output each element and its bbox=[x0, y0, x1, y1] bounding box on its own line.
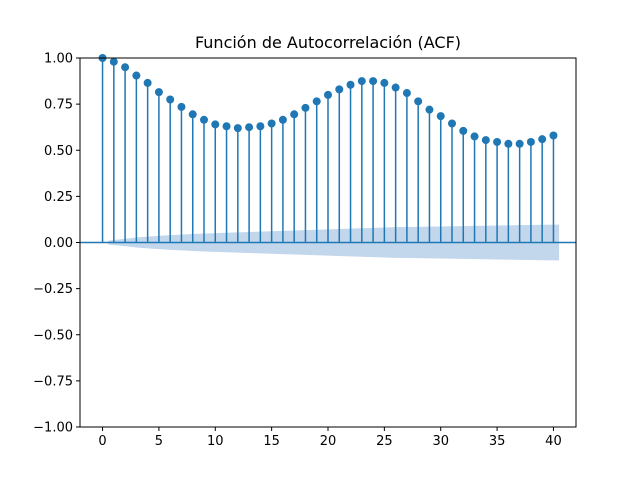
chart-title: Función de Autocorrelación (ACF) bbox=[195, 33, 461, 52]
marker-lag-37 bbox=[515, 139, 524, 148]
marker-lag-5 bbox=[154, 88, 163, 97]
marker-lag-40 bbox=[549, 131, 558, 140]
stems-layer bbox=[101, 58, 555, 243]
marker-lag-23 bbox=[357, 77, 366, 86]
y-tick-label-1: 0.75 bbox=[44, 98, 73, 113]
y-tick-label-4: 0.00 bbox=[44, 236, 73, 251]
marker-lag-34 bbox=[481, 136, 490, 145]
marker-lag-29 bbox=[425, 105, 434, 114]
y-axis: 1.00 0.75 0.50 0.25 0.00 −0.25 −0.50 −0.75 −1.00 bbox=[33, 52, 80, 436]
marker-lag-11 bbox=[222, 122, 231, 131]
marker-lag-4 bbox=[143, 78, 152, 87]
marker-lag-30 bbox=[436, 112, 445, 121]
markers-layer bbox=[98, 54, 558, 148]
y-tick-label-8: −1.00 bbox=[33, 421, 73, 436]
marker-lag-7 bbox=[177, 102, 186, 111]
marker-lag-27 bbox=[402, 89, 411, 98]
marker-lag-14 bbox=[256, 122, 265, 131]
x-tick-label-5: 5 bbox=[155, 434, 163, 449]
marker-lag-6 bbox=[166, 95, 175, 104]
x-tick-label-10: 10 bbox=[207, 434, 224, 449]
x-tick-label-20: 20 bbox=[320, 434, 337, 449]
marker-lag-19 bbox=[312, 97, 321, 106]
marker-lag-21 bbox=[335, 85, 344, 94]
marker-lag-10 bbox=[211, 120, 220, 129]
marker-lag-24 bbox=[369, 77, 378, 86]
y-tick-label-0: 1.00 bbox=[44, 52, 73, 67]
x-tick-label-0: 0 bbox=[98, 434, 106, 449]
marker-lag-39 bbox=[538, 135, 547, 144]
marker-lag-13 bbox=[245, 123, 254, 132]
y-tick-label-3: 0.25 bbox=[44, 190, 73, 205]
marker-lag-35 bbox=[493, 137, 502, 146]
marker-lag-25 bbox=[380, 78, 389, 87]
marker-lag-38 bbox=[526, 137, 535, 146]
marker-lag-22 bbox=[346, 80, 355, 89]
y-tick-label-6: −0.50 bbox=[33, 328, 73, 343]
marker-lag-15 bbox=[267, 119, 276, 128]
marker-lag-33 bbox=[470, 132, 479, 141]
marker-lag-31 bbox=[448, 119, 456, 128]
marker-lag-3 bbox=[132, 71, 141, 80]
marker-lag-32 bbox=[459, 126, 468, 135]
marker-lag-12 bbox=[233, 124, 242, 133]
x-tick-label-35: 35 bbox=[489, 434, 506, 449]
marker-lag-8 bbox=[188, 110, 197, 119]
marker-lag-26 bbox=[391, 83, 400, 92]
marker-lag-1 bbox=[109, 57, 118, 66]
x-axis: 0 5 10 15 20 25 30 35 40 bbox=[98, 427, 562, 449]
marker-lag-18 bbox=[301, 103, 310, 112]
y-tick-label-7: −0.75 bbox=[33, 374, 73, 389]
y-tick-label-5: −0.25 bbox=[33, 282, 73, 297]
y-tick-label-2: 0.50 bbox=[44, 144, 73, 159]
marker-lag-9 bbox=[200, 115, 208, 124]
marker-lag-16 bbox=[278, 115, 287, 124]
x-tick-label-30: 30 bbox=[432, 434, 449, 449]
marker-lag-17 bbox=[290, 110, 299, 119]
marker-lag-28 bbox=[414, 97, 423, 106]
marker-lag-2 bbox=[121, 63, 130, 72]
x-tick-label-25: 25 bbox=[376, 434, 393, 449]
x-tick-label-15: 15 bbox=[263, 434, 280, 449]
x-tick-label-40: 40 bbox=[545, 434, 562, 449]
marker-lag-20 bbox=[324, 90, 332, 99]
marker-lag-36 bbox=[504, 139, 513, 148]
